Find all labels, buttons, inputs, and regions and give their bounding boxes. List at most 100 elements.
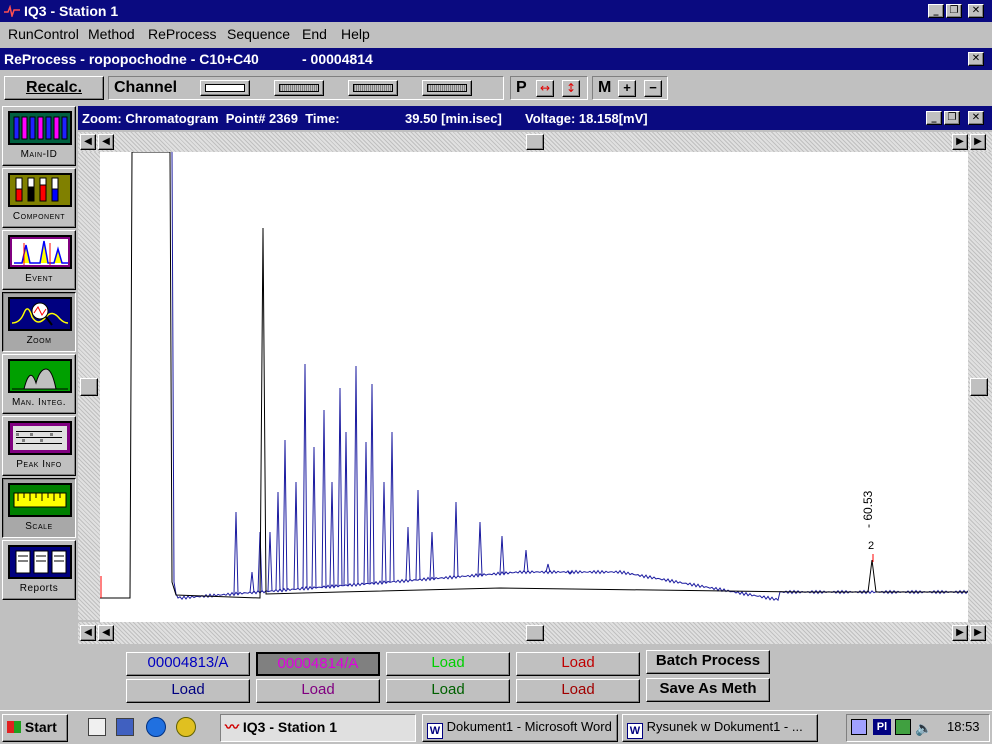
channel-c-button[interactable]: [348, 80, 398, 96]
zoom-restore-button[interactable]: ❐: [944, 111, 960, 125]
bottom-scroll-right-end-icon[interactable]: ▶: [952, 625, 968, 641]
load-d-button[interactable]: Load: [516, 679, 640, 703]
volume-icon[interactable]: 🔈: [915, 721, 933, 737]
sidebar-item-man-integ[interactable]: Man. Integ.: [2, 354, 76, 414]
batch-process-button[interactable]: Batch Process: [646, 650, 770, 674]
desktop-icon[interactable]: [88, 718, 106, 736]
task-label: Rysunek w Dokument1 - ...: [646, 719, 803, 734]
menu-help[interactable]: Help: [341, 26, 370, 42]
pan-label: P: [516, 79, 527, 96]
minimize-button[interactable]: _: [928, 4, 944, 18]
top-scroll-left-icon[interactable]: ◀: [80, 134, 96, 150]
load-a-button[interactable]: Load: [126, 679, 250, 703]
menu-sequence[interactable]: Sequence: [227, 26, 291, 42]
sidebar-item-label: Scale: [25, 521, 53, 532]
load-b-button[interactable]: Load: [256, 679, 380, 703]
task-word[interactable]: W Dokument1 - Microsoft Word: [422, 714, 618, 742]
bottom-scroll-thumb[interactable]: [526, 625, 544, 641]
language-indicator[interactable]: Pl: [873, 719, 891, 735]
zoom-time-value: 39.50 [min.isec]: [405, 111, 502, 126]
start-label: Start: [24, 719, 57, 735]
channels-icon[interactable]: [176, 717, 196, 737]
sidebar: Main-ID Component Event Zoom: [0, 106, 78, 606]
network-icon[interactable]: [851, 719, 867, 735]
zoom-magnifier-icon: [8, 297, 72, 331]
right-vertical-thumb[interactable]: [970, 378, 988, 396]
sidebar-item-label: Main-ID: [20, 149, 58, 160]
ruler-icon: [8, 483, 72, 517]
reprocess-title: ReProcess - ropopochodne - C10+C40: [4, 51, 259, 67]
test-tubes-icon: [8, 111, 72, 145]
top-scroll-right-end-icon[interactable]: ▶: [952, 134, 968, 150]
pan-horizontal-icon[interactable]: ↔: [536, 80, 554, 97]
sidebar-item-label: Event: [25, 273, 53, 284]
zoom-close-button[interactable]: ✕: [968, 111, 984, 125]
blue-trace: [171, 152, 968, 602]
zoom-minimize-button[interactable]: _: [926, 111, 942, 125]
recalc-button[interactable]: Recalc.: [4, 76, 104, 100]
ie-icon[interactable]: [146, 717, 166, 737]
sidebar-item-event[interactable]: Event: [2, 230, 76, 290]
sidebar-item-peak-info[interactable]: Peak Info: [2, 416, 76, 476]
magnify-minus-button[interactable]: −: [644, 80, 662, 97]
sidebar-item-label: Zoom: [26, 335, 52, 346]
load-c-button[interactable]: Load: [386, 679, 510, 703]
reprocess-close-button[interactable]: ✕: [968, 52, 984, 66]
task-iq3[interactable]: 〰 IQ3 - Station 1: [220, 714, 416, 742]
manual-integration-icon: [8, 359, 72, 393]
zoom-window-title-bar[interactable]: Zoom: Chromatogram Point# 2369 Time: 39.…: [78, 106, 992, 130]
sidebar-item-reports[interactable]: Reports: [2, 540, 76, 600]
task-label: Dokument1 - Microsoft Word: [446, 719, 612, 734]
load-d-top-button[interactable]: Load: [516, 652, 640, 676]
bottom-scroll-left-icon[interactable]: ◀: [80, 625, 96, 641]
channel-a-button[interactable]: [200, 80, 250, 96]
magnify-plus-button[interactable]: +: [618, 80, 636, 97]
channel-d-button[interactable]: [422, 80, 472, 96]
menu-runcontrol[interactable]: RunControl: [8, 26, 79, 42]
colored-tubes-icon: [8, 173, 72, 207]
bottom-scroll-left-end-icon[interactable]: ◀: [98, 625, 114, 641]
file-b-button[interactable]: 00004814/A: [256, 652, 380, 676]
pan-vertical-icon[interactable]: ↕: [562, 80, 580, 97]
magnify-label: M: [598, 79, 612, 96]
menu-method[interactable]: Method: [88, 26, 135, 42]
sidebar-item-label: Reports: [19, 583, 59, 594]
sidebar-item-main-id[interactable]: Main-ID: [2, 106, 76, 166]
outlook-icon[interactable]: [116, 718, 134, 736]
peak-number-label: 2: [868, 540, 875, 552]
input-method-icon[interactable]: [895, 719, 911, 735]
chromatogram-plot[interactable]: - 60.53 2: [100, 152, 968, 622]
load-c-top-button[interactable]: Load: [386, 652, 510, 676]
app-title-bar[interactable]: IQ3 - Station 1 _ ❐ ✕: [0, 0, 992, 22]
top-scroll-left-end-icon[interactable]: ◀: [98, 134, 114, 150]
sidebar-item-scale[interactable]: Scale: [2, 478, 76, 538]
sidebar-item-zoom[interactable]: Zoom: [2, 292, 76, 352]
left-vertical-thumb[interactable]: [80, 378, 98, 396]
channel-group: [108, 76, 504, 100]
peak-time-label: - 60.53: [861, 490, 875, 528]
zoom-window: Zoom: Chromatogram Point# 2369 Time: 39.…: [78, 106, 992, 646]
system-tray: Pl 🔈 18:53: [846, 714, 990, 742]
menu-reprocess[interactable]: ReProcess: [148, 26, 217, 42]
file-a-button[interactable]: 00004813/A: [126, 652, 250, 676]
reprocess-title-bar[interactable]: ReProcess - ropopochodne - C10+C40 - 000…: [0, 48, 992, 70]
menu-end[interactable]: End: [302, 26, 327, 42]
task-label: IQ3 - Station 1: [242, 719, 338, 735]
reports-icon: [8, 545, 72, 579]
toolbar: Recalc. Channel P ↔ ↕ M + −: [0, 74, 992, 104]
start-button[interactable]: Start: [2, 714, 68, 742]
magnify-group: [592, 76, 668, 100]
channel-label: Channel: [114, 79, 178, 96]
save-as-meth-button[interactable]: Save As Meth: [646, 678, 770, 702]
top-scroll-thumb[interactable]: [526, 134, 544, 150]
pan-group: [510, 76, 588, 100]
channel-b-button[interactable]: [274, 80, 324, 96]
sidebar-item-component[interactable]: Component: [2, 168, 76, 228]
close-button[interactable]: ✕: [968, 4, 984, 18]
reprocess-id: - 00004814: [302, 51, 373, 67]
restore-button[interactable]: ❐: [946, 4, 962, 18]
top-scroll-right-icon[interactable]: ▶: [970, 134, 986, 150]
task-rysunek[interactable]: W Rysunek w Dokument1 - ...: [622, 714, 818, 742]
quick-launch: [84, 716, 204, 740]
bottom-scroll-right-icon[interactable]: ▶: [970, 625, 986, 641]
